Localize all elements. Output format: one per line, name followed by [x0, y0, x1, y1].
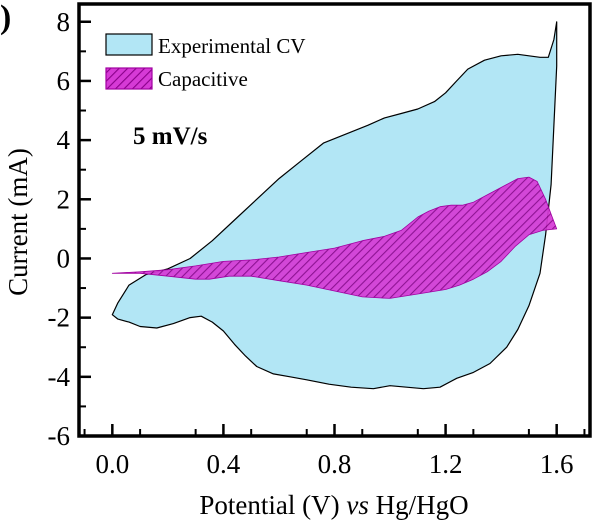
x-axis-title: Potential (V) vs Hg/HgO [199, 490, 468, 520]
ticks-layer: 0.0 0.4 0.8 1.2 1.6 -6 -4 -2 0 2 4 6 8 [48, 7, 586, 479]
series-layer [111, 21, 558, 390]
x-tick-label: 1.6 [540, 449, 574, 479]
x-tick-label: 1.2 [429, 449, 463, 479]
scan-rate-annotation: 5 mV/s [133, 123, 208, 150]
legend-label-capacitive: Capacitive [158, 67, 248, 91]
y-tick-label: 8 [57, 7, 71, 37]
legend-label-experimental-cv: Experimental CV [158, 34, 306, 58]
y-tick-label: -4 [48, 362, 71, 392]
y-tick-label: -6 [48, 421, 71, 451]
y-tick-label: 0 [57, 243, 71, 273]
y-tick-label: 6 [57, 66, 71, 96]
x-tick-label: 0.8 [318, 449, 352, 479]
panel-label: ) [0, 0, 11, 36]
series-area-experimental-cv [111, 21, 558, 390]
legend-swatch-experimental-cv [105, 33, 153, 56]
y-tick-label: -2 [48, 303, 71, 333]
plot-frame [77, 2, 592, 438]
y-axis-title: Current (mA) [3, 148, 33, 296]
x-tick-label: 0.4 [207, 449, 241, 479]
y-tick-label: 2 [57, 184, 71, 214]
y-tick-label: 4 [57, 125, 71, 155]
series-area-capacitive [111, 176, 558, 299]
legend: Experimental CV Capacitive [105, 33, 306, 91]
legend-swatch-capacitive [105, 67, 153, 90]
x-tick-label: 0.0 [95, 449, 129, 479]
